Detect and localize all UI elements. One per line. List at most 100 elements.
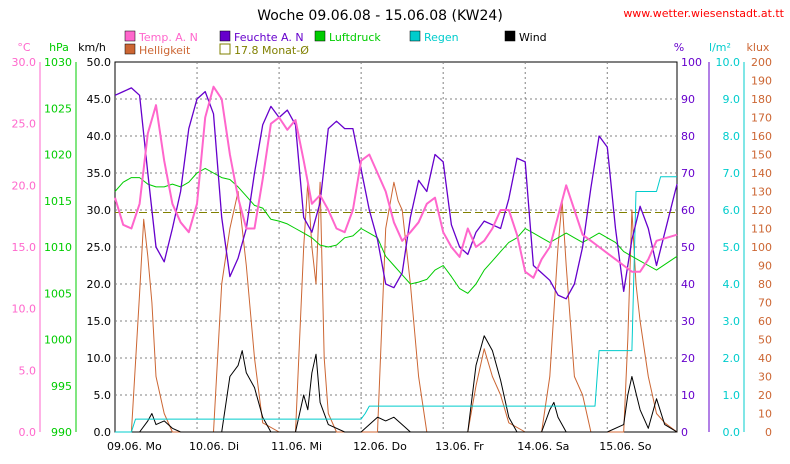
wind-tick-label: 15.0 (87, 315, 112, 328)
legend-swatch-wind (504, 30, 516, 42)
brightness-tick-label: 30 (758, 371, 772, 384)
rain-tick-label: 10.0 (716, 56, 741, 69)
legend-label-temp: Temp. A. N (138, 31, 198, 44)
brightness-tick-label: 70 (758, 297, 772, 310)
x-tick-label: 14.06. Sa (517, 440, 569, 453)
temp-tick-label: 15.0 (12, 241, 37, 254)
pressure-unit-label: hPa (49, 41, 69, 54)
humidity-tick-label: 20 (681, 352, 695, 365)
brightness-tick-label: 100 (751, 241, 772, 254)
legend-label-rain: Regen (424, 31, 459, 44)
brightness-tick-label: 150 (751, 149, 772, 162)
legend-label-wind: Wind (519, 31, 547, 44)
humidity-tick-label: 60 (681, 204, 695, 217)
brightness-tick-label: 130 (751, 186, 772, 199)
rain-tick-label: 4.0 (723, 278, 741, 291)
brightness-tick-label: 20 (758, 389, 772, 402)
series-rain (115, 176, 677, 433)
x-tick-label: 15.06. So (599, 440, 651, 453)
rain-unit-label: l/m² (709, 41, 731, 54)
x-tick-label: 12.06. Do (353, 440, 407, 453)
pressure-tick-label: 1020 (44, 149, 72, 162)
brightness-tick-label: 180 (751, 93, 772, 106)
rain-tick-label: 2.0 (723, 352, 741, 365)
temp-tick-label: 30.0 (12, 56, 37, 69)
legend-swatch-humidity (219, 30, 231, 42)
wind-tick-label: 10.0 (87, 352, 112, 365)
temp-tick-label: 20.0 (12, 179, 37, 192)
brightness-unit-label: klux (747, 41, 770, 54)
x-tick-label: 10.06. Di (189, 440, 239, 453)
brightness-tick-label: 90 (758, 260, 772, 273)
temp-tick-label: 0.0 (19, 426, 37, 439)
humidity-unit-label: % (674, 41, 684, 54)
legend-swatch-temp (124, 30, 136, 42)
wind-tick-label: 0.0 (94, 426, 112, 439)
brightness-tick-label: 140 (751, 167, 772, 180)
humidity-tick-label: 40 (681, 278, 695, 291)
pressure-tick-label: 1030 (44, 56, 72, 69)
humidity-tick-label: 90 (681, 93, 695, 106)
series-layer (114, 85, 678, 433)
legend-swatch-monthly_avg (219, 43, 231, 55)
brightness-tick-label: 160 (751, 130, 772, 143)
brightness-tick-label: 200 (751, 56, 772, 69)
legend-label-brightness: Helligkeit (139, 44, 191, 57)
rain-tick-label: 6.0 (723, 204, 741, 217)
brightness-tick-label: 170 (751, 112, 772, 125)
temp-tick-label: 25.0 (12, 118, 37, 131)
humidity-tick-label: 10 (681, 389, 695, 402)
x-tick-label: 11.06. Mi (271, 440, 322, 453)
wind-tick-label: 40.0 (87, 130, 112, 143)
rain-tick-label: 5.0 (723, 241, 741, 254)
x-tick-label: 09.06. Mo (107, 440, 162, 453)
pressure-tick-label: 1005 (44, 287, 72, 300)
pressure-tick-label: 1025 (44, 102, 72, 115)
brightness-tick-label: 60 (758, 315, 772, 328)
chart-title: Woche 09.06.08 - 15.06.08 (KW24) (257, 8, 503, 24)
axes: 0.05.010.015.020.025.030.099099510001005… (12, 41, 773, 453)
legend-label-pressure: Luftdruck (329, 31, 381, 44)
legend-swatch-brightness (124, 43, 136, 55)
legend-label-humidity: Feuchte A. N (234, 31, 304, 44)
pressure-tick-label: 1000 (44, 334, 72, 347)
pressure-tick-label: 995 (51, 380, 72, 393)
wind-tick-label: 25.0 (87, 241, 112, 254)
legend-swatch-rain (409, 30, 421, 42)
wind-tick-label: 50.0 (87, 56, 112, 69)
wind-tick-label: 30.0 (87, 204, 112, 217)
series-temp (114, 85, 678, 279)
x-tick-label: 13.06. Fr (435, 440, 484, 453)
brightness-tick-label: 120 (751, 204, 772, 217)
pressure-tick-label: 1010 (44, 241, 72, 254)
rain-tick-label: 1.0 (723, 389, 741, 402)
humidity-tick-label: 70 (681, 167, 695, 180)
brightness-tick-label: 0 (765, 426, 772, 439)
series-humidity (114, 87, 678, 300)
series-pressure (114, 167, 678, 294)
wind-tick-label: 45.0 (87, 93, 112, 106)
legend-swatch-pressure (314, 30, 326, 42)
pressure-tick-label: 990 (51, 426, 72, 439)
brightness-tick-label: 190 (751, 75, 772, 88)
brightness-tick-label: 10 (758, 408, 772, 421)
wind-tick-label: 35.0 (87, 167, 112, 180)
site-link[interactable]: www.wetter.wiesenstadt.at.tt (623, 7, 784, 20)
rain-tick-label: 7.0 (723, 167, 741, 180)
series-wind (115, 335, 678, 433)
brightness-tick-label: 80 (758, 278, 772, 291)
wind-unit-label: km/h (78, 41, 106, 54)
legend: Temp. A. N Feuchte A. N Luftdruck Regen Wind… (124, 30, 547, 57)
humidity-tick-label: 50 (681, 241, 695, 254)
temp-tick-label: 5.0 (19, 364, 37, 377)
pressure-tick-label: 1015 (44, 195, 72, 208)
temp-tick-label: 10.0 (12, 303, 37, 316)
temp-unit-label: °C (17, 41, 31, 54)
rain-tick-label: 8.0 (723, 130, 741, 143)
brightness-tick-label: 40 (758, 352, 772, 365)
humidity-tick-label: 100 (681, 56, 702, 69)
wind-tick-label: 20.0 (87, 278, 112, 291)
humidity-tick-label: 80 (681, 130, 695, 143)
grid (114, 61, 678, 433)
